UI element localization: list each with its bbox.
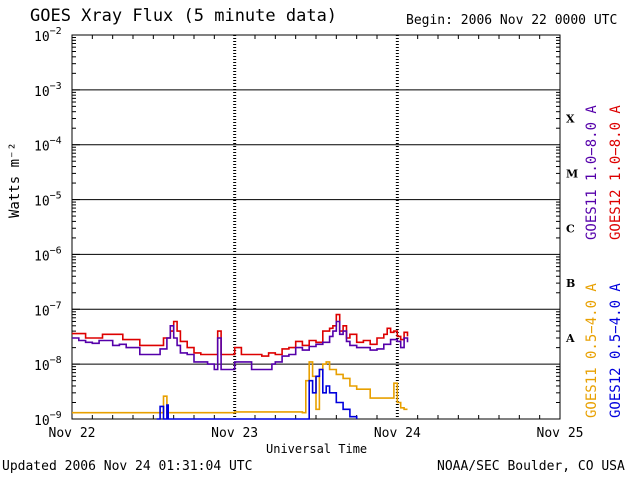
legend-entry: GOES12 1.0−8.0 A <box>608 105 624 240</box>
series-lines <box>72 313 409 420</box>
day-boundary-markers <box>91 35 541 419</box>
x-tick-label: Nov 24 <box>373 426 421 441</box>
x-tick-label: Nov 25 <box>536 426 584 441</box>
chart-title: GOES Xray Flux (5 minute data) <box>30 6 338 26</box>
y-tick-label: 10−9 <box>34 410 62 429</box>
series-line <box>72 361 408 414</box>
decade-gridlines <box>72 34 560 420</box>
y-tick-labels: 10−9 10−8 10−7 10−6 10−5 10−4 10−3 10−2 <box>34 26 62 429</box>
legend-entry: GOES11 0.5−4.0 A <box>584 283 600 418</box>
credit-text: NOAA/SEC Boulder, CO USA <box>437 459 625 474</box>
plot-frame <box>71 34 561 420</box>
flare-class-label: A <box>565 332 575 345</box>
flare-class-label: B <box>566 277 575 290</box>
x-tick-label: Nov 22 <box>48 426 96 441</box>
x-axis-label: Universal Time <box>266 442 368 456</box>
y-tick-label: 10−5 <box>34 191 62 210</box>
flare-class-labels: A B C M X <box>565 113 578 345</box>
series-line <box>156 368 358 420</box>
y-tick-label: 10−7 <box>34 300 62 319</box>
y-tick-label: 10−2 <box>34 26 62 45</box>
begin-time: Begin: 2006 Nov 22 0000 UTC <box>406 13 618 28</box>
y-tick-label: 10−8 <box>34 355 62 374</box>
y-axis-label: Watts m⁻² <box>7 142 23 218</box>
legend-entry: GOES11 1.0−8.0 A <box>584 105 600 240</box>
flare-class-label: C <box>566 222 575 235</box>
plot-border <box>71 34 561 420</box>
x-tick-label: Nov 23 <box>211 426 259 441</box>
series-line <box>72 313 409 357</box>
flare-class-label: M <box>566 167 578 180</box>
y-tick-label: 10−3 <box>34 81 62 100</box>
y-axis-label-text: Watts m⁻² <box>7 142 23 218</box>
y-tick-label: 10−4 <box>34 136 62 155</box>
y-tick-label: 10−6 <box>34 245 62 264</box>
flare-class-label: X <box>566 113 575 126</box>
series-line <box>72 320 409 371</box>
legend-entry: GOES12 0.5−4.0 A <box>608 283 624 418</box>
updated-timestamp: Updated 2006 Nov 24 01:31:04 UTC <box>2 459 253 474</box>
